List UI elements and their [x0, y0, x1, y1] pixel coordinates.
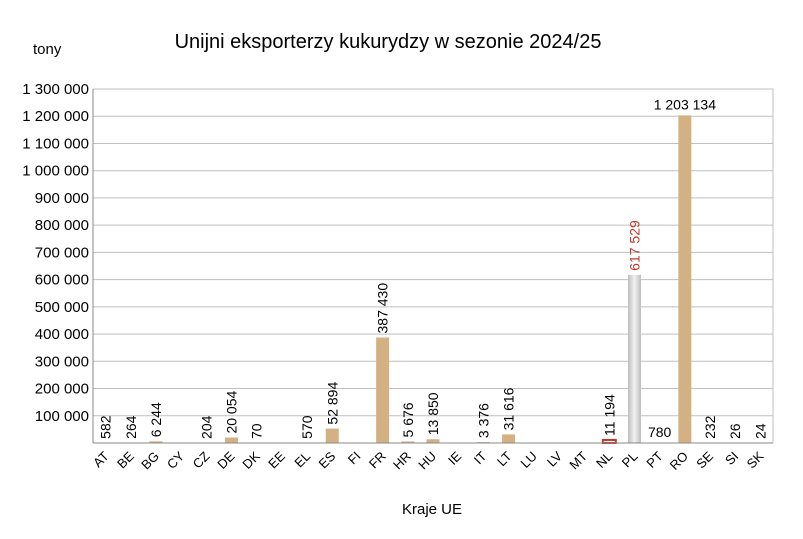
bar-lt: [502, 434, 516, 443]
x-tick-label: PT: [643, 448, 665, 470]
bar-hu: [426, 439, 440, 443]
data-label-si: 26: [727, 423, 743, 439]
data-label-es: 52 894: [324, 382, 340, 425]
data-label-ro: 1 203 134: [654, 96, 716, 112]
y-tick-label: 800 000: [35, 217, 89, 234]
bar-de: [225, 437, 239, 443]
data-label-pt: 780: [648, 424, 672, 440]
x-tick-label: SI: [722, 449, 741, 468]
data-label-fr: 387 430: [375, 283, 391, 334]
x-tick-label: IE: [445, 448, 465, 468]
data-labels: 582 264 6 244 204 20 054 70 570 52 894 387 430 5 …: [98, 96, 769, 439]
data-label-dk: 70: [249, 423, 265, 439]
y-tick-label: 1 200 000: [22, 108, 89, 125]
data-label-cz: 204: [198, 415, 214, 439]
y-tick-label: 300 000: [35, 353, 89, 370]
y-tick-label: 1 000 000: [22, 163, 89, 180]
y-tick-label: 1 100 000: [22, 135, 89, 152]
y-tick-label: 100 000: [35, 408, 89, 425]
x-tick-label: AT: [90, 448, 112, 470]
data-label-hr: 5 676: [400, 402, 416, 437]
y-tick-label: 900 000: [35, 190, 89, 207]
x-tick-label: PL: [619, 449, 641, 471]
x-tick-label: DK: [239, 448, 263, 472]
x-tick-label: HR: [390, 449, 414, 473]
data-label-it: 3 376: [475, 403, 491, 438]
x-tick-label: LT: [494, 448, 515, 469]
x-tick-label: FR: [366, 449, 389, 472]
x-tick-label: SK: [744, 448, 767, 471]
y-unit-label: tony: [33, 41, 62, 58]
chart-title: Unijni eksporterzy kukurydzy w sezonie 2…: [175, 31, 602, 53]
data-label-be: 264: [123, 415, 139, 439]
data-label-hu: 13 850: [425, 392, 441, 435]
x-tick-label: IT: [471, 448, 490, 467]
x-tick-label: DE: [214, 448, 238, 472]
data-label-at: 582: [98, 415, 114, 439]
bar-pl: [627, 274, 641, 443]
x-tick-label: RO: [667, 449, 691, 473]
data-label-pl: 617 529: [626, 220, 642, 271]
y-tick-label: 1 300 000: [22, 81, 89, 98]
axes: [92, 89, 774, 444]
data-label-bg: 6 244: [148, 402, 164, 437]
y-tick-label: 400 000: [35, 326, 89, 343]
x-tick-label: MT: [566, 448, 590, 472]
x-tick-label: BE: [114, 448, 137, 471]
x-tick-label: HU: [415, 449, 439, 473]
tick-labels: 100 000 200 000 300 000 400 000 500 000 600 0…: [22, 81, 766, 473]
x-tick-label: EL: [291, 449, 313, 471]
data-label-el: 570: [299, 415, 315, 439]
bar-fr: [376, 337, 390, 443]
y-tick-label: 600 000: [35, 272, 89, 289]
data-label-se: 232: [702, 415, 718, 439]
data-label-de: 20 054: [224, 391, 240, 434]
bars: [99, 115, 767, 444]
bar-es: [325, 428, 339, 443]
x-tick-label: FI: [345, 449, 364, 468]
bar-bg: [149, 441, 163, 443]
x-tick-label: SE: [693, 448, 716, 471]
y-tick-label: 500 000: [35, 299, 89, 316]
bar-hr: [401, 441, 415, 443]
x-tick-label: CY: [164, 448, 188, 472]
x-tick-label: ES: [316, 448, 339, 471]
y-tick-label: 200 000: [35, 381, 89, 398]
x-tick-label: EE: [265, 448, 288, 471]
gridlines: [93, 88, 773, 417]
x-tick-label: CZ: [190, 448, 213, 471]
x-tick-label: LU: [517, 449, 539, 471]
data-label-sk: 24: [752, 423, 768, 439]
x-tick-label: BG: [138, 449, 162, 473]
bar-ro: [678, 115, 692, 444]
x-tick-label: LV: [544, 448, 565, 469]
data-label-nl: 11 194: [601, 394, 617, 436]
x-axis-label: Kraje UE: [402, 501, 462, 518]
y-tick-label: 700 000: [35, 244, 89, 261]
data-label-lt: 31 616: [501, 387, 517, 430]
x-tick-label: NL: [593, 449, 615, 471]
